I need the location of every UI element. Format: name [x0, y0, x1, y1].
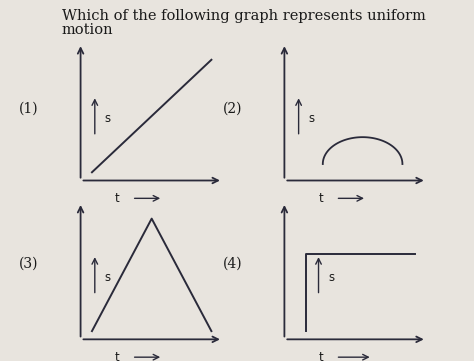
Text: s: s — [309, 112, 315, 125]
Text: s: s — [328, 271, 335, 284]
Text: t: t — [115, 351, 119, 361]
Text: s: s — [105, 112, 111, 125]
Text: s: s — [105, 271, 111, 284]
Text: (2): (2) — [223, 101, 242, 115]
Text: (1): (1) — [19, 101, 38, 115]
Text: Which of the following graph represents uniform: Which of the following graph represents … — [62, 9, 426, 23]
Text: t: t — [115, 192, 119, 205]
Text: (4): (4) — [223, 257, 242, 270]
Text: (3): (3) — [19, 257, 38, 270]
Text: t: t — [319, 351, 323, 361]
Text: motion: motion — [62, 23, 113, 38]
Text: t: t — [319, 192, 323, 205]
